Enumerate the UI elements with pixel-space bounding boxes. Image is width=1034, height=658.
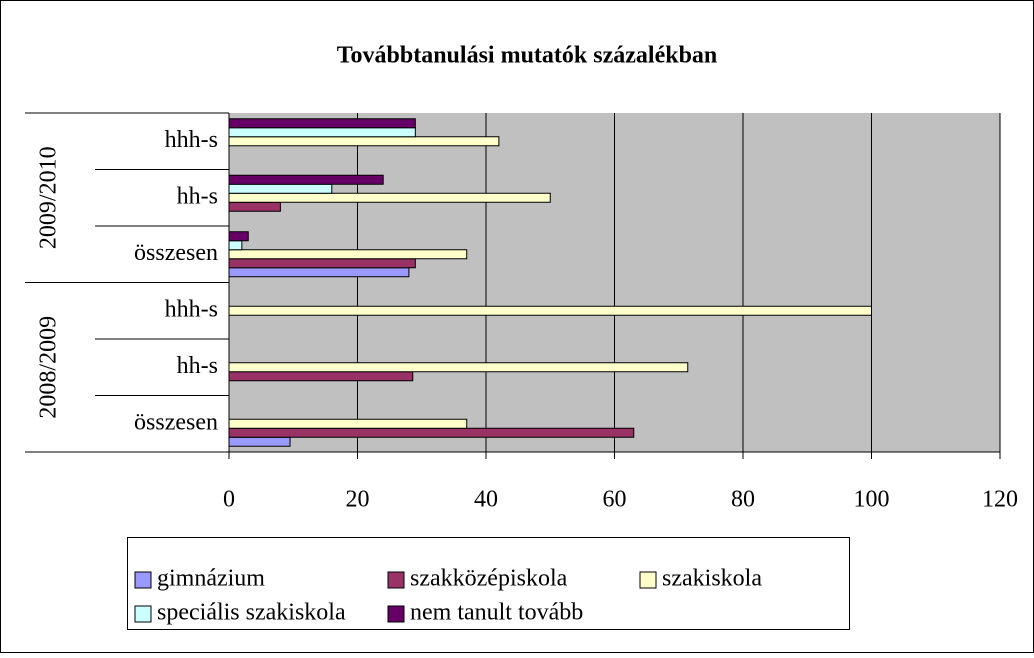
category-label: hhh-s [165, 296, 218, 322]
legend-box [127, 537, 850, 630]
bar [228, 371, 414, 382]
legend-label: speciális szakiskola [157, 600, 346, 626]
bar [228, 240, 243, 251]
bar [228, 305, 872, 316]
chart-title: Továbbtanulási mutatók százalékban [337, 43, 718, 69]
legend-label: nem tanult tovább [410, 600, 583, 626]
bar [228, 118, 416, 129]
bar [228, 418, 468, 429]
x-tick-label: 120 [982, 487, 1018, 513]
x-tick-label: 40 [474, 487, 498, 513]
legend-swatch [387, 605, 405, 623]
bar [228, 427, 635, 438]
bar [228, 192, 551, 203]
legend-label: szakiskola [662, 566, 762, 592]
x-tick-label: 0 [223, 487, 235, 513]
bar [228, 183, 333, 194]
category-label: hhh-s [165, 127, 218, 153]
category-label: hh-s [177, 183, 218, 209]
legend-swatch [639, 571, 657, 589]
group-label: 2009/2010 [36, 146, 62, 249]
bar [228, 201, 281, 212]
x-tick-label: 80 [731, 487, 755, 513]
bar [228, 362, 689, 373]
legend-swatch [134, 571, 152, 589]
legend-label: gimnázium [157, 566, 265, 592]
bar [228, 174, 384, 185]
legend-swatch [134, 605, 152, 623]
bar [228, 258, 416, 269]
category-label: összesen [134, 409, 218, 435]
category-label: hh-s [177, 353, 218, 379]
bar [228, 249, 468, 260]
legend-swatch [387, 571, 405, 589]
bar [228, 127, 416, 138]
x-tick-label: 100 [854, 487, 890, 513]
bar [228, 231, 249, 242]
x-tick-label: 60 [603, 487, 627, 513]
x-tick-label: 20 [346, 487, 370, 513]
bar [228, 436, 291, 447]
group-label: 2008/2009 [36, 316, 62, 419]
legend-label: szakközépiskola [410, 566, 568, 592]
bar [228, 136, 500, 147]
category-label: összesen [134, 240, 218, 266]
bar [228, 267, 410, 278]
